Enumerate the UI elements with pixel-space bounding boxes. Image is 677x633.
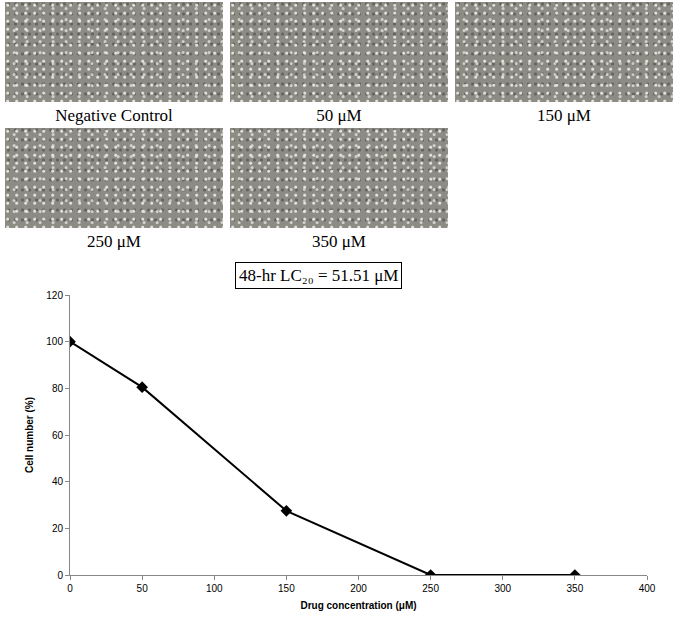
html-text:350 μM: 350 μM xyxy=(312,232,366,251)
svg-text:100: 100 xyxy=(46,336,63,347)
html-text:250 μM: 250 μM xyxy=(87,232,141,251)
svg-text:48-hr LC₂₀ = 51.51 μM: 48-hr LC₂₀ = 51.51 μM xyxy=(239,266,398,285)
svg-text:120: 120 xyxy=(46,290,63,301)
svg-text:0: 0 xyxy=(57,570,63,581)
html-text:50 μM: 50 μM xyxy=(316,106,362,125)
svg-text:60: 60 xyxy=(52,430,64,441)
html-text:Negative Control: Negative Control xyxy=(55,106,173,125)
svg-text:100: 100 xyxy=(206,583,223,594)
svg-text:250: 250 xyxy=(422,583,439,594)
svg-text:80: 80 xyxy=(52,383,64,394)
svg-text:Cell number (%): Cell number (%) xyxy=(24,397,35,473)
svg-text:Drug concentration (μM): Drug concentration (μM) xyxy=(300,600,416,611)
svg-text:20: 20 xyxy=(52,523,64,534)
svg-text:200: 200 xyxy=(350,583,367,594)
svg-text:350: 350 xyxy=(567,583,584,594)
svg-text:50: 50 xyxy=(137,583,149,594)
svg-text:150: 150 xyxy=(278,583,295,594)
svg-text:300: 300 xyxy=(494,583,511,594)
svg-text:0: 0 xyxy=(67,583,73,594)
svg-text:40: 40 xyxy=(52,476,64,487)
html-text:150 μM: 150 μM xyxy=(537,106,591,125)
svg-text:400: 400 xyxy=(639,583,656,594)
